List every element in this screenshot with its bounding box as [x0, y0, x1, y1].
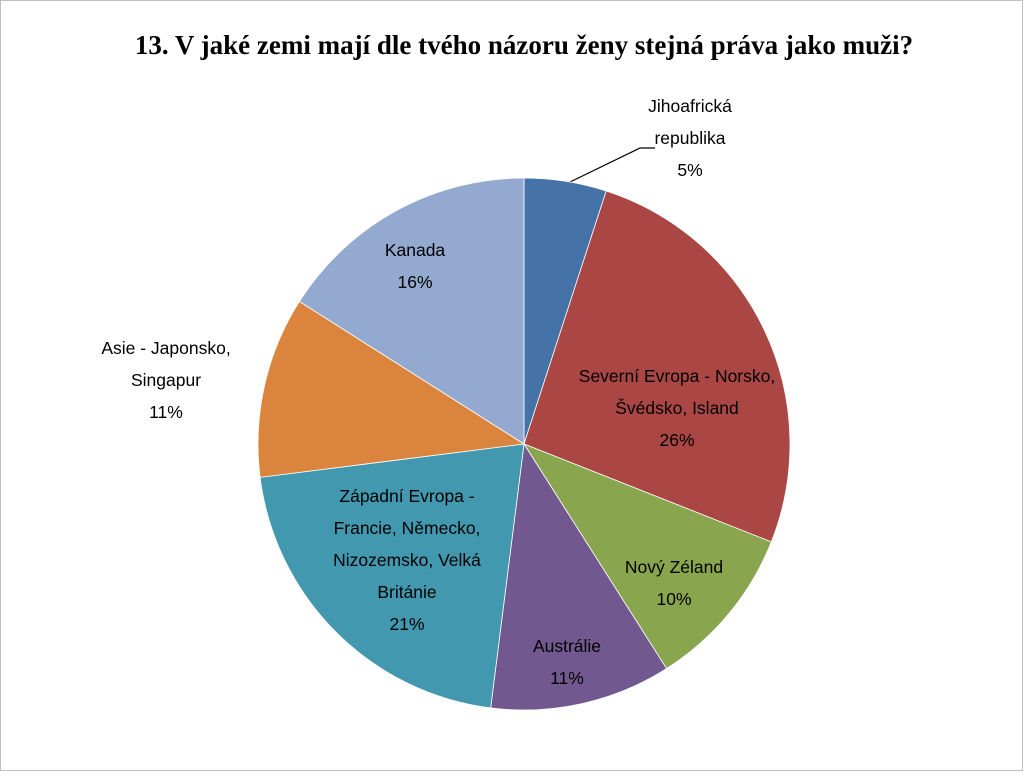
slice-category: Austrálie — [532, 636, 602, 656]
slice-label: Západní Evropa - Francie, Německo, Nizoz… — [320, 480, 495, 640]
slice-category: Kanada — [384, 240, 446, 260]
slice-percent: 26% — [659, 430, 695, 450]
slice-label: Jihoafrická republika 5% — [620, 90, 760, 186]
slice-category: Západní Evropa - Francie, Německo, Nizoz… — [333, 486, 481, 602]
slice-percent: 11% — [149, 402, 183, 422]
slice-category: Severní Evropa - Norsko, Švédsko, Island — [578, 366, 776, 418]
slice-percent: 5% — [677, 160, 703, 180]
pie-slice — [523, 443, 772, 670]
slice-label: Asie - Japonsko, Singapur 11% — [79, 332, 254, 428]
slice-percent: 11% — [550, 668, 584, 688]
slice-category: Asie - Japonsko, Singapur — [101, 338, 231, 390]
slice-category: Jihoafrická republika — [648, 96, 732, 148]
leader-line — [567, 147, 655, 184]
slice-percent: 10% — [656, 589, 692, 609]
pie-slice — [298, 177, 525, 445]
slice-label: Austrálie 11% — [497, 630, 637, 694]
chart-title: 13. V jaké zemi mají dle tvého názoru že… — [134, 30, 914, 60]
pie-slice — [257, 300, 526, 478]
slice-percent: 21% — [389, 614, 425, 634]
pie-slice — [523, 190, 791, 543]
slice-label: Severní Evropa - Norsko, Švédsko, Island… — [577, 360, 777, 456]
slice-label: Kanada 16% — [355, 234, 475, 298]
slice-category: Nový Zéland — [624, 557, 724, 577]
slice-percent: 16% — [397, 272, 433, 292]
pie-slice — [259, 443, 525, 709]
slice-label: Nový Zéland 10% — [594, 551, 754, 615]
pie-slice — [490, 442, 668, 711]
